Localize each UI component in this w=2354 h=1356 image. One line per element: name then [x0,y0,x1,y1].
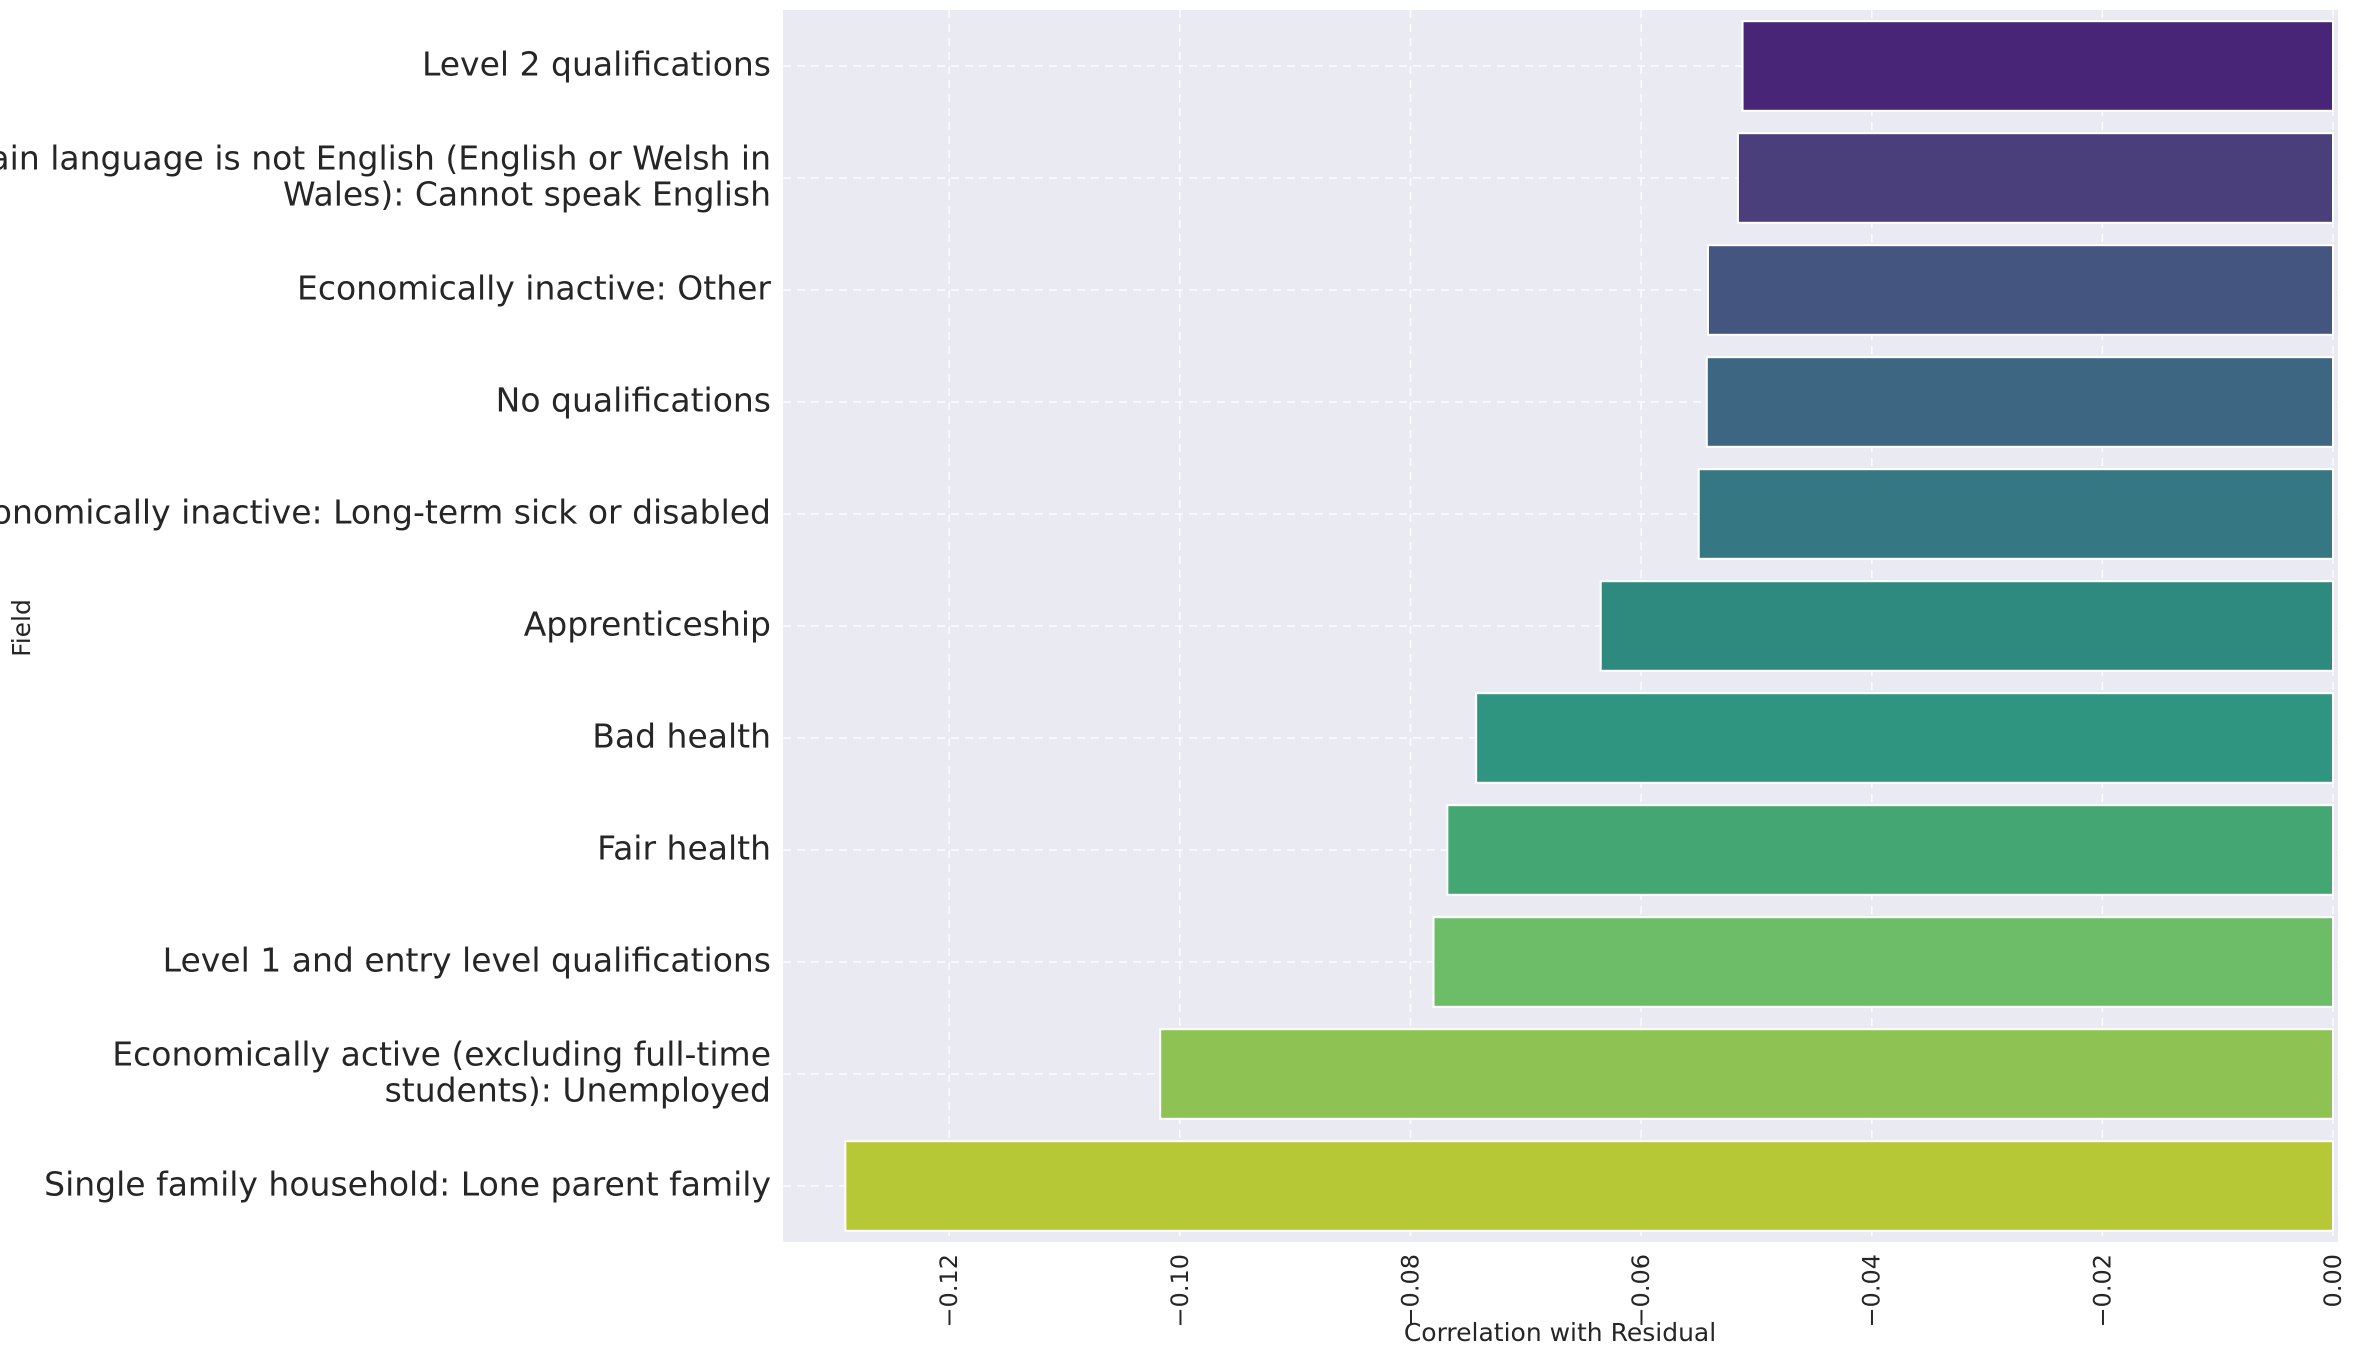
bar [1432,916,2334,1008]
y-tick-label: Level 1 and entry level qualifications [163,941,771,980]
y-tick-label-line: Fair health [597,829,771,868]
x-tick-label: −0.08 [1396,1254,1424,1328]
y-tick-label-line: Bad health [592,717,771,756]
x-axis-label: Correlation with Residual [1404,1318,1716,1347]
y-tick-label: Apprenticeship [524,605,771,644]
y-axis-label: Field [7,599,36,657]
y-tick-label-line: Economically inactive: Other [297,269,771,308]
y-tick-label: Level 2 qualifications [422,45,771,84]
bar [1475,692,2334,784]
bar [1159,1028,2334,1120]
y-tick-label-line: Main language is not English (English or… [0,139,771,178]
x-tick-labels: −0.12 −0.10 −0.08 −0.06 −0.04 −0.02 0.00 [935,1254,2347,1328]
y-tick-label-line: Economically active (excluding full-time [112,1035,771,1074]
bars [844,20,2335,1232]
x-tick-label: −0.02 [2088,1254,2116,1328]
bar [1599,580,2334,672]
bar [1736,132,2335,224]
y-tick-label-line: Level 2 qualifications [422,45,771,84]
x-tick-label: −0.04 [1858,1254,1886,1328]
bar [1697,468,2334,560]
y-tick-label-line: Level 1 and entry level qualifications [163,941,771,980]
y-tick-label: Economically inactive: Long-term sick or… [0,493,771,532]
y-tick-label-line: students): Unemployed [385,1071,771,1110]
x-tick-label: −0.12 [935,1254,963,1328]
y-tick-label: Fair health [597,829,771,868]
bar [1705,356,2334,448]
x-tick-label: −0.06 [1627,1254,1655,1328]
y-tick-label-line: Apprenticeship [524,605,771,644]
y-tick-labels: Level 2 qualifications Main language is n… [0,45,771,1204]
y-tick-label-line: No qualifications [496,381,771,420]
y-tick-label: Economically inactive: Other [297,269,771,308]
bar [844,1140,2335,1232]
bar [1706,244,2334,336]
y-tick-label: No qualifications [496,381,771,420]
bar [1741,20,2335,112]
y-tick-label: Economically active (excluding full-time… [112,1035,771,1110]
bar [1446,804,2334,896]
x-tick-label: 0.00 [2319,1254,2347,1307]
x-tick-label: −0.10 [1166,1254,1194,1328]
y-tick-label: Main language is not English (English or… [0,139,771,214]
y-tick-label-line: Single family household: Lone parent fam… [44,1165,771,1204]
y-tick-label: Single family household: Lone parent fam… [44,1165,771,1204]
y-tick-label-line: Wales): Cannot speak English [283,175,771,214]
y-tick-label: Bad health [592,717,771,756]
y-tick-label-line: Economically inactive: Long-term sick or… [0,493,771,532]
